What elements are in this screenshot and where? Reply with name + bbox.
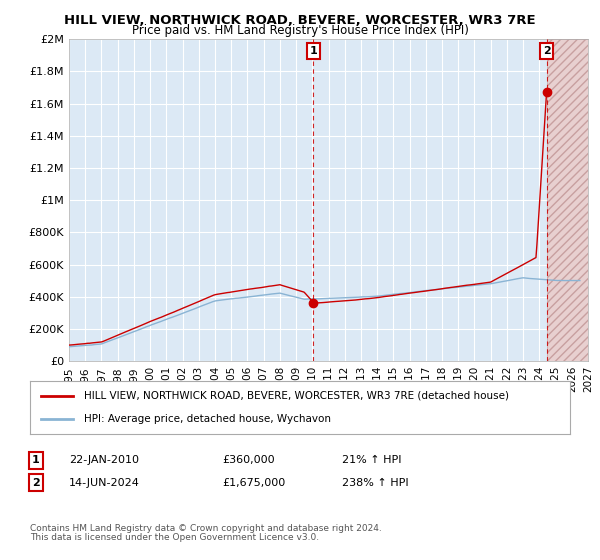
- Text: 14-JUN-2024: 14-JUN-2024: [69, 478, 140, 488]
- Text: This data is licensed under the Open Government Licence v3.0.: This data is licensed under the Open Gov…: [30, 533, 319, 542]
- Text: 1: 1: [309, 46, 317, 56]
- Text: 1: 1: [32, 455, 40, 465]
- Text: HPI: Average price, detached house, Wychavon: HPI: Average price, detached house, Wych…: [84, 414, 331, 424]
- Text: 238% ↑ HPI: 238% ↑ HPI: [342, 478, 409, 488]
- Text: 21% ↑ HPI: 21% ↑ HPI: [342, 455, 401, 465]
- Text: 2: 2: [32, 478, 40, 488]
- Text: 22-JAN-2010: 22-JAN-2010: [69, 455, 139, 465]
- Text: Contains HM Land Registry data © Crown copyright and database right 2024.: Contains HM Land Registry data © Crown c…: [30, 524, 382, 533]
- Text: HILL VIEW, NORTHWICK ROAD, BEVERE, WORCESTER, WR3 7RE (detached house): HILL VIEW, NORTHWICK ROAD, BEVERE, WORCE…: [84, 391, 509, 401]
- Polygon shape: [547, 39, 588, 361]
- Text: £360,000: £360,000: [222, 455, 275, 465]
- Text: 2: 2: [543, 46, 551, 56]
- Text: HILL VIEW, NORTHWICK ROAD, BEVERE, WORCESTER, WR3 7RE: HILL VIEW, NORTHWICK ROAD, BEVERE, WORCE…: [64, 14, 536, 27]
- Text: Price paid vs. HM Land Registry's House Price Index (HPI): Price paid vs. HM Land Registry's House …: [131, 24, 469, 36]
- Text: £1,675,000: £1,675,000: [222, 478, 285, 488]
